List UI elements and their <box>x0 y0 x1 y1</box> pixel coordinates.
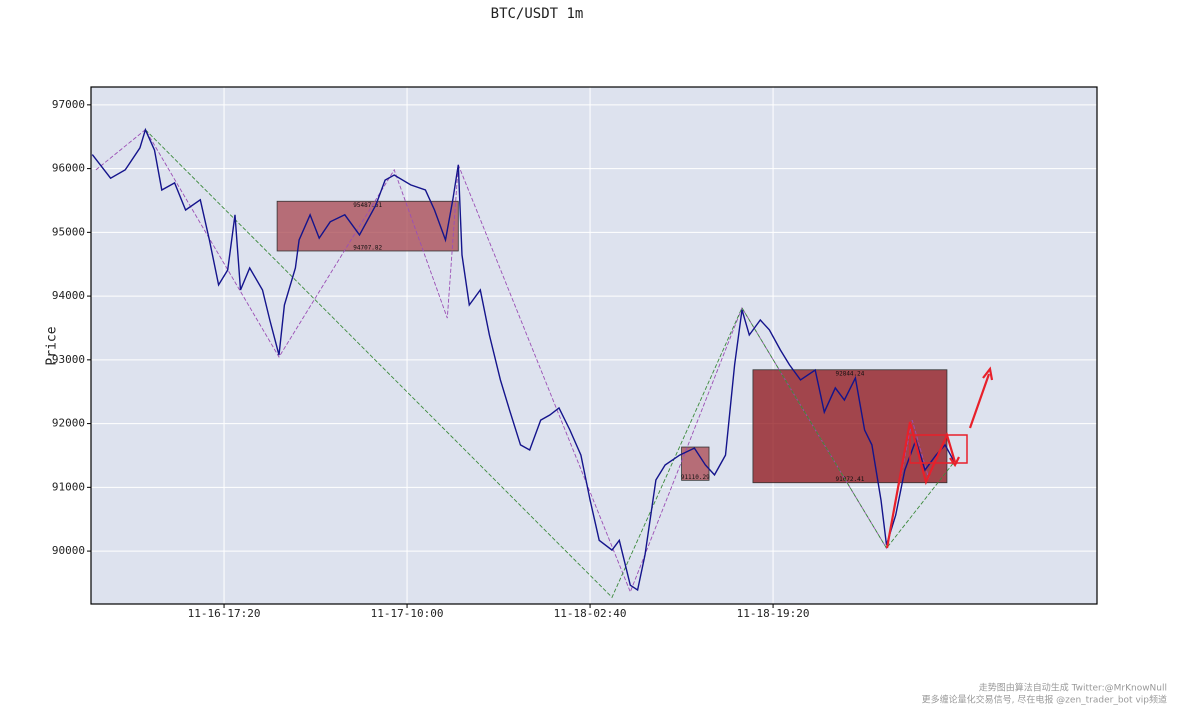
x-tick-label: 11-16-17:20 <box>188 607 261 620</box>
y-axis-label: Price <box>45 326 60 365</box>
y-tick-label: 94000 <box>52 289 85 302</box>
y-tick-label: 90000 <box>52 544 85 557</box>
zone-label: 94707.82 <box>353 244 382 251</box>
chart-title: BTC/USDT 1m <box>491 6 584 22</box>
y-tick-label: 93000 <box>52 353 85 366</box>
y-tick-label: 91000 <box>52 480 85 493</box>
plot-frame <box>90 86 1098 605</box>
x-tick-label: 11-17-10:00 <box>371 607 444 620</box>
zone-label: 92844.24 <box>835 370 864 377</box>
y-tick-label: 95000 <box>52 225 85 238</box>
grid <box>91 87 1097 604</box>
annotation-arrow <box>968 373 991 429</box>
zone-label: 91110.29 <box>681 474 710 481</box>
annotation-arrowhead <box>982 366 994 381</box>
zone-label: 95487.61 <box>353 202 382 209</box>
series-line <box>145 129 955 599</box>
y-tick-label: 96000 <box>52 162 85 175</box>
series-line <box>95 129 948 594</box>
y-tick-label: 97000 <box>52 98 85 111</box>
annotation-box <box>909 434 968 464</box>
series-line <box>91 127 955 592</box>
annotation <box>885 366 994 549</box>
lines <box>91 127 955 599</box>
y-tick-label: 92000 <box>52 417 85 430</box>
zone <box>276 200 459 252</box>
zone-label: 91072.41 <box>835 476 864 483</box>
watermark: 走势图由算法自动生成 Twitter:@MrKnowNull <box>979 682 1167 694</box>
x-tick-label: 11-18-02:40 <box>554 607 627 620</box>
watermark: 更多缠论量化交易信号, 尽在电报 @zen_trader_bot vip频道 <box>922 694 1167 706</box>
annotation-arrowhead <box>949 456 960 468</box>
annotation-zigzag <box>885 421 957 549</box>
zone <box>752 369 948 484</box>
plot-area <box>91 87 1097 604</box>
x-tick-label: 11-18-19:20 <box>737 607 810 620</box>
